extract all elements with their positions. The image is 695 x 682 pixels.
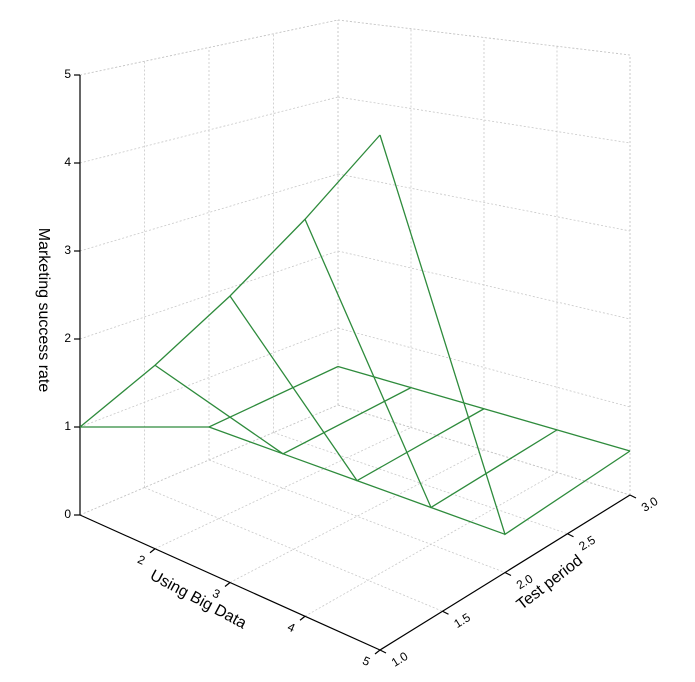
z-tick-label: 2 xyxy=(64,331,71,345)
x-axis-title: Using Big Data xyxy=(147,567,249,633)
y-tick-label: 2.5 xyxy=(576,533,598,554)
y-tick xyxy=(504,571,512,577)
surface-column xyxy=(80,365,339,428)
z-tick-label: 0 xyxy=(64,507,71,521)
grid-line xyxy=(208,459,506,573)
y-tick xyxy=(629,494,637,499)
grid-line xyxy=(337,173,631,232)
y-tick xyxy=(379,649,387,654)
z-tick-label: 3 xyxy=(64,243,71,257)
surface-column xyxy=(379,134,631,536)
grid-line xyxy=(79,173,339,252)
grid-line xyxy=(144,487,443,612)
x-tick-label: 2 xyxy=(135,552,147,568)
surface xyxy=(79,134,631,536)
axes xyxy=(74,74,637,655)
surface-column xyxy=(304,218,558,509)
y-tick-label: 3.0 xyxy=(639,494,661,515)
z-tick-label: 1 xyxy=(64,419,71,433)
grid-line xyxy=(337,404,631,496)
x-tick xyxy=(374,649,381,655)
y-tick xyxy=(567,533,574,538)
surface-column xyxy=(154,364,412,455)
x-tick xyxy=(224,582,231,587)
surface-column xyxy=(229,295,485,482)
grid-line xyxy=(154,427,412,550)
x-tick-label: 4 xyxy=(285,620,297,636)
z-tick-label: 5 xyxy=(64,67,71,81)
y-tick-label: 1.0 xyxy=(389,649,411,670)
grid-line xyxy=(337,19,631,56)
surface-row xyxy=(79,134,381,428)
y-tick-label: 1.5 xyxy=(451,610,473,631)
x-tick xyxy=(149,548,156,554)
y-tick xyxy=(442,610,449,615)
z-tick-label: 4 xyxy=(64,155,71,169)
z-axis-title: Marketing success rate xyxy=(35,228,52,393)
grid-line xyxy=(337,327,631,408)
x-tick-label: 5 xyxy=(360,653,372,669)
x-tick xyxy=(299,615,306,621)
grid-line xyxy=(229,449,485,583)
grid-line xyxy=(337,96,631,144)
